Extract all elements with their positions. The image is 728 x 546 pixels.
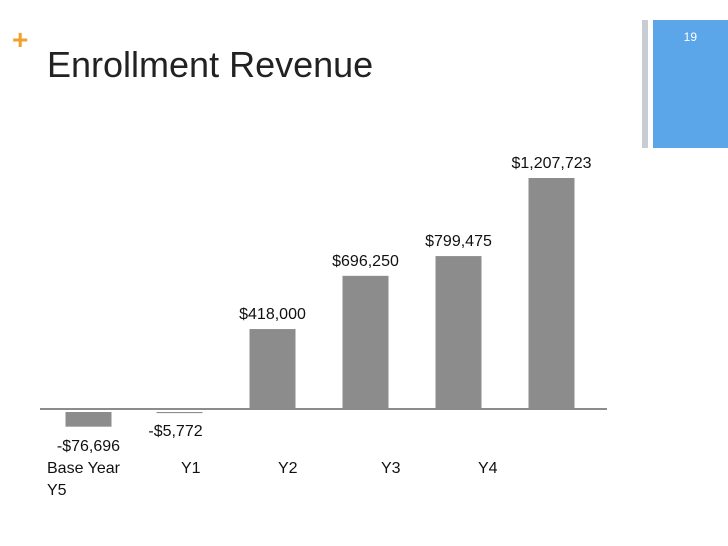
data-label: $1,207,723: [511, 155, 591, 172]
category-label: Base Year: [47, 460, 120, 477]
data-label: -$76,696: [57, 438, 120, 455]
category-label: Y4: [478, 460, 498, 477]
sidebar-accent-gray: [642, 20, 648, 148]
bar-y1: [156, 412, 203, 414]
category-label: Y5: [47, 482, 67, 499]
slide-number: 19: [683, 30, 697, 44]
category-label: Y3: [381, 460, 401, 477]
bar-y5: [528, 178, 575, 409]
data-label: $696,250: [332, 253, 399, 270]
sidebar-accent-blue: [653, 20, 728, 148]
category-label: Y2: [278, 460, 298, 477]
slide-title: Enrollment Revenue: [47, 44, 374, 85]
data-label: -$5,772: [148, 423, 202, 440]
bar-y2: [249, 329, 296, 409]
data-label: $418,000: [239, 306, 306, 323]
bar-y4: [435, 256, 482, 409]
plus-icon: +: [12, 24, 29, 55]
bar-y3: [342, 275, 389, 409]
category-label: Y1: [181, 460, 201, 477]
data-label: $799,475: [425, 233, 492, 250]
bar-base-year: [65, 412, 112, 427]
